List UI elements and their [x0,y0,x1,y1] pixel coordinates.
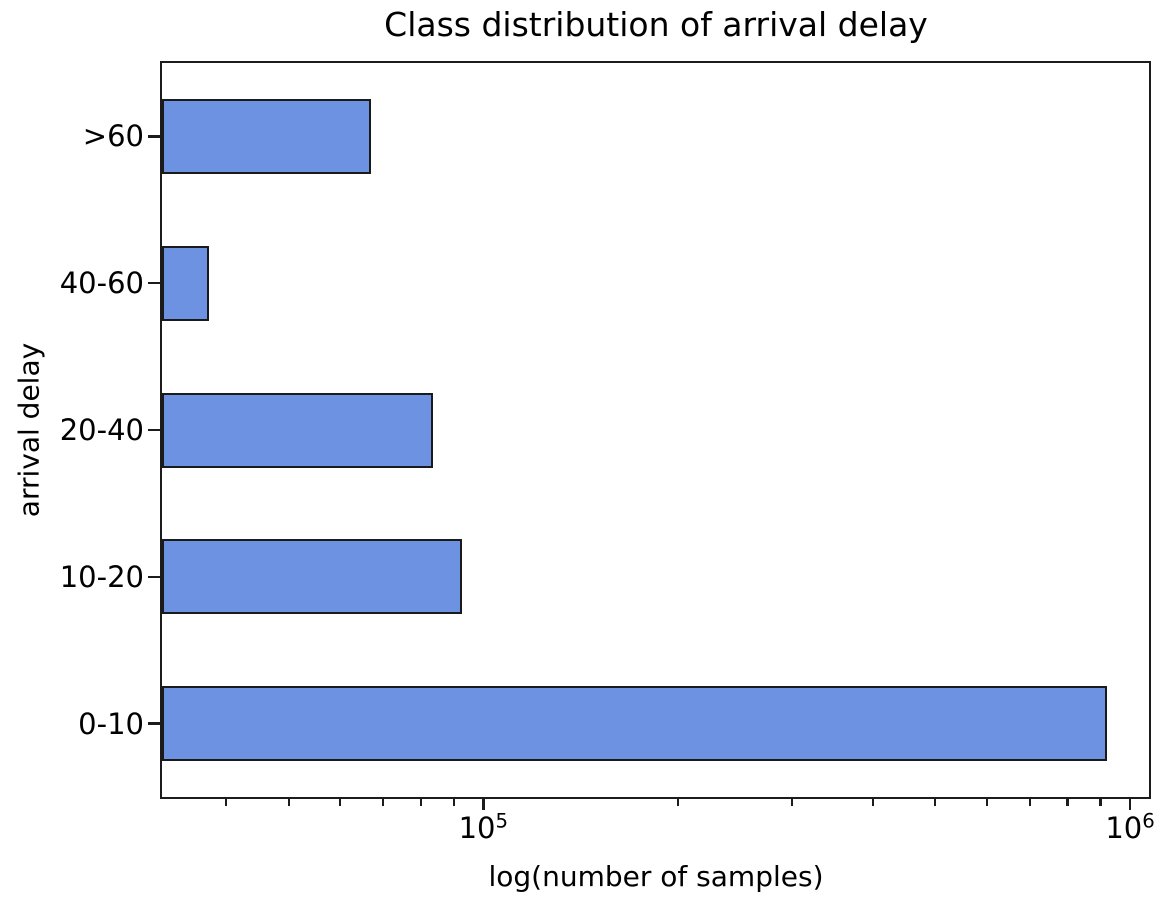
x-tick-minor [934,797,937,806]
x-tick-minor [871,797,874,806]
x-tick-minor [224,797,228,806]
y-tick-label: 40-60 [59,266,144,301]
x-tick-minor [1066,797,1069,806]
x-tick-minor [790,797,793,806]
y-tick-label: 20-40 [59,413,144,447]
y-tick [147,722,160,725]
bar [162,686,1107,762]
x-tick-label: 106 [1105,809,1155,845]
bar [162,98,371,174]
x-tick-minor [1028,797,1031,806]
x-tick-minor [452,797,455,806]
chart-title: Class distribution of arrival delay [384,5,928,44]
y-tick [147,281,160,285]
x-tick-minor [287,797,290,806]
y-tick [147,575,160,579]
x-tick-minor [1099,797,1102,806]
x-tick-label-exponent: 5 [495,809,509,833]
bar [162,245,209,321]
x-tick-label-exponent: 6 [1142,809,1155,833]
x-tick-major [1128,797,1132,810]
y-tick-label: 0-10 [78,706,144,741]
y-tick-label: 10-20 [59,559,144,594]
x-tick-minor [419,797,422,806]
plot-area: >60 40-60 20-40 10-20 0-10 105 106 [60,61,1155,845]
y-tick-label: >60 [82,119,144,154]
bar [162,539,463,615]
x-tick-label: 105 [458,809,509,845]
y-tick [147,428,160,432]
bar [162,392,433,468]
x-tick-minor [985,797,988,806]
x-tick-minor [382,797,385,806]
x-tick-major [482,797,485,810]
x-tick-minor [676,797,680,806]
y-tick [147,135,160,138]
x-tick-minor [338,797,341,806]
x-axis-label: log(number of samples) [488,860,824,893]
